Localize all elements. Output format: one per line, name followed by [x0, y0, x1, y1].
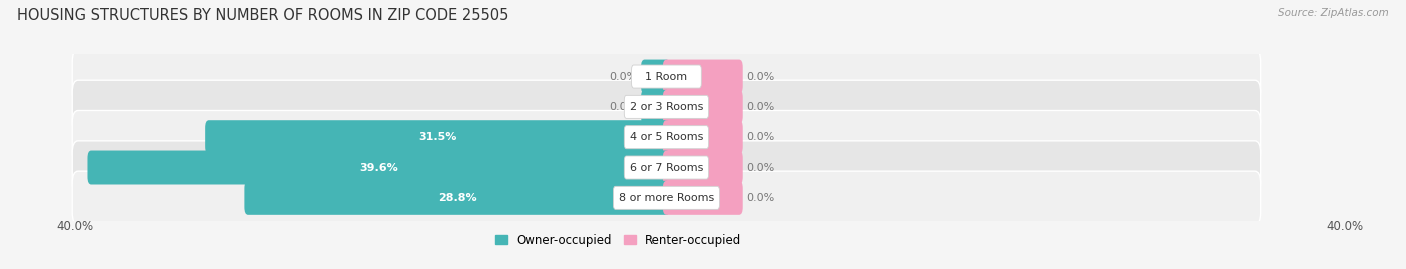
FancyBboxPatch shape	[72, 50, 1261, 103]
FancyBboxPatch shape	[624, 95, 709, 118]
Text: 0.0%: 0.0%	[747, 193, 775, 203]
Text: 39.6%: 39.6%	[360, 162, 398, 172]
FancyBboxPatch shape	[72, 141, 1261, 194]
Text: 0.0%: 0.0%	[609, 72, 637, 82]
Text: 40.0%: 40.0%	[56, 220, 93, 233]
Text: 1 Room: 1 Room	[645, 72, 688, 82]
Text: 40.0%: 40.0%	[1327, 220, 1364, 233]
FancyBboxPatch shape	[631, 65, 702, 88]
Text: 0.0%: 0.0%	[609, 102, 637, 112]
FancyBboxPatch shape	[72, 171, 1261, 225]
FancyBboxPatch shape	[613, 186, 720, 209]
FancyBboxPatch shape	[624, 126, 709, 149]
Text: 0.0%: 0.0%	[747, 132, 775, 142]
Text: 31.5%: 31.5%	[419, 132, 457, 142]
FancyBboxPatch shape	[72, 80, 1261, 133]
Text: 4 or 5 Rooms: 4 or 5 Rooms	[630, 132, 703, 142]
Text: 0.0%: 0.0%	[747, 72, 775, 82]
Text: 2 or 3 Rooms: 2 or 3 Rooms	[630, 102, 703, 112]
FancyBboxPatch shape	[641, 90, 671, 124]
FancyBboxPatch shape	[205, 120, 671, 154]
FancyBboxPatch shape	[662, 59, 742, 94]
FancyBboxPatch shape	[245, 181, 671, 215]
Text: HOUSING STRUCTURES BY NUMBER OF ROOMS IN ZIP CODE 25505: HOUSING STRUCTURES BY NUMBER OF ROOMS IN…	[17, 8, 508, 23]
FancyBboxPatch shape	[662, 151, 742, 185]
Text: 6 or 7 Rooms: 6 or 7 Rooms	[630, 162, 703, 172]
Text: 8 or more Rooms: 8 or more Rooms	[619, 193, 714, 203]
FancyBboxPatch shape	[662, 120, 742, 154]
FancyBboxPatch shape	[662, 90, 742, 124]
Text: 0.0%: 0.0%	[747, 102, 775, 112]
FancyBboxPatch shape	[641, 59, 671, 94]
Text: Source: ZipAtlas.com: Source: ZipAtlas.com	[1278, 8, 1389, 18]
Legend: Owner-occupied, Renter-occupied: Owner-occupied, Renter-occupied	[491, 229, 747, 251]
FancyBboxPatch shape	[624, 156, 709, 179]
Text: 28.8%: 28.8%	[437, 193, 477, 203]
FancyBboxPatch shape	[662, 181, 742, 215]
Text: 0.0%: 0.0%	[747, 162, 775, 172]
FancyBboxPatch shape	[72, 111, 1261, 164]
FancyBboxPatch shape	[87, 151, 671, 185]
